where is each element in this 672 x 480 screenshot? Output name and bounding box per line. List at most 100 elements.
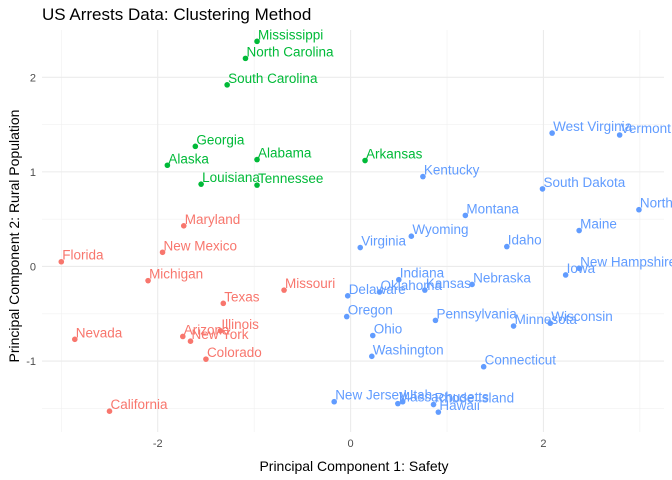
- point-label: Pennsylvania: [436, 306, 517, 321]
- point-label: New Jersey: [335, 388, 406, 403]
- point-label: Colorado: [207, 345, 262, 360]
- point-label: Minnesota: [515, 312, 578, 327]
- data-point: [376, 289, 383, 295]
- point-label: Missouri: [285, 276, 335, 291]
- point-label: Mississippi: [258, 27, 323, 42]
- point-label: Kentucky: [424, 163, 480, 178]
- point-label: Nevada: [76, 325, 123, 340]
- data-point: [224, 82, 230, 88]
- x-tick-label: -2: [153, 438, 163, 450]
- data-point: [616, 132, 623, 138]
- point-label: Illinois: [221, 317, 259, 332]
- y-tick-label: 2: [30, 72, 36, 84]
- data-point: [369, 353, 375, 360]
- x-tick-label: 2: [540, 438, 546, 450]
- point-label: South Carolina: [228, 71, 318, 86]
- data-point: [408, 233, 415, 240]
- data-point: [510, 323, 517, 329]
- point-label: West Virginia: [553, 119, 633, 134]
- data-point: [357, 244, 364, 251]
- data-point: [344, 292, 351, 299]
- data-point: [549, 130, 555, 136]
- point-label: Kansas: [426, 276, 471, 291]
- data-point: [164, 162, 171, 169]
- point-label: Texas: [224, 289, 260, 304]
- point-label: Maine: [580, 217, 617, 232]
- data-point: [396, 276, 402, 283]
- point-label: California: [111, 397, 169, 412]
- data-point: [362, 157, 368, 164]
- point-label: Ohio: [374, 322, 403, 337]
- point-label: South Dakota: [543, 175, 625, 190]
- point-label: Michigan: [149, 267, 203, 282]
- data-point: [254, 182, 260, 188]
- data-point: [187, 338, 194, 344]
- point-label: Vermont: [621, 121, 672, 136]
- data-point: [636, 206, 642, 213]
- data-point: [242, 55, 249, 62]
- data-point: [220, 300, 227, 307]
- data-point: [58, 258, 65, 265]
- y-tick-label: 0: [30, 261, 36, 273]
- data-point: [395, 400, 401, 407]
- point-label: Wisconsin: [551, 309, 613, 324]
- point-label: Georgia: [196, 132, 245, 147]
- data-point: [422, 287, 428, 293]
- data-point: [562, 272, 569, 278]
- data-point: [331, 398, 337, 405]
- data-point: [203, 356, 209, 362]
- data-point: [281, 287, 287, 293]
- point-label: Idaho: [508, 233, 542, 248]
- data-point: [420, 173, 426, 180]
- point-label: Louisiana: [202, 170, 260, 185]
- data-point: [539, 186, 546, 192]
- y-tick-label: 1: [30, 167, 36, 179]
- point-label: Florida: [62, 248, 104, 263]
- data-point: [159, 249, 166, 256]
- point-label: Utah: [404, 388, 433, 403]
- point-label: Washington: [373, 342, 444, 357]
- chart-title: US Arrests Data: Clustering Method: [42, 5, 311, 24]
- data-point: [430, 401, 437, 408]
- data-point: [343, 313, 350, 320]
- point-label: Massachusetts: [399, 390, 489, 405]
- x-axis-title: Principal Component 1: Safety: [259, 458, 448, 474]
- point-label: New York: [192, 327, 249, 342]
- data-point: [480, 363, 487, 370]
- data-point: [71, 336, 78, 343]
- data-points: [58, 38, 642, 415]
- data-point: [106, 408, 113, 414]
- data-point: [399, 398, 406, 405]
- point-label: Montana: [466, 201, 519, 216]
- data-point: [435, 409, 442, 415]
- data-point: [192, 143, 199, 150]
- data-point: [180, 222, 187, 229]
- tick-labels: -2 0 2 -1 0 1 2: [26, 72, 546, 450]
- data-point: [576, 227, 582, 234]
- data-point: [217, 327, 224, 334]
- point-label: Rhode Island: [435, 391, 515, 406]
- point-label: New Mexico: [164, 238, 238, 253]
- data-point: [504, 243, 510, 250]
- data-point: [469, 281, 475, 288]
- point-label: Alaska: [168, 151, 209, 166]
- point-label: Connecticut: [485, 353, 557, 368]
- point-label: Delaware: [349, 282, 406, 297]
- gridlines: [42, 30, 664, 432]
- x-tick-label: 0: [348, 438, 354, 450]
- y-axis-title: Principal Component 2: Rural Population: [6, 110, 22, 363]
- data-point: [179, 333, 186, 340]
- point-label: Alabama: [258, 146, 312, 161]
- point-label: North Carolina: [246, 44, 334, 59]
- data-point: [462, 212, 469, 219]
- point-label: Maryland: [185, 212, 241, 227]
- point-label: New Hampshire: [580, 254, 672, 269]
- data-point: [432, 317, 439, 324]
- point-label: Arizona: [184, 322, 230, 337]
- point-label: Wyoming: [412, 222, 468, 237]
- point-label: Hawaii: [439, 398, 480, 413]
- point-label: Oregon: [348, 303, 393, 318]
- data-point: [254, 38, 260, 45]
- data-point: [369, 332, 376, 339]
